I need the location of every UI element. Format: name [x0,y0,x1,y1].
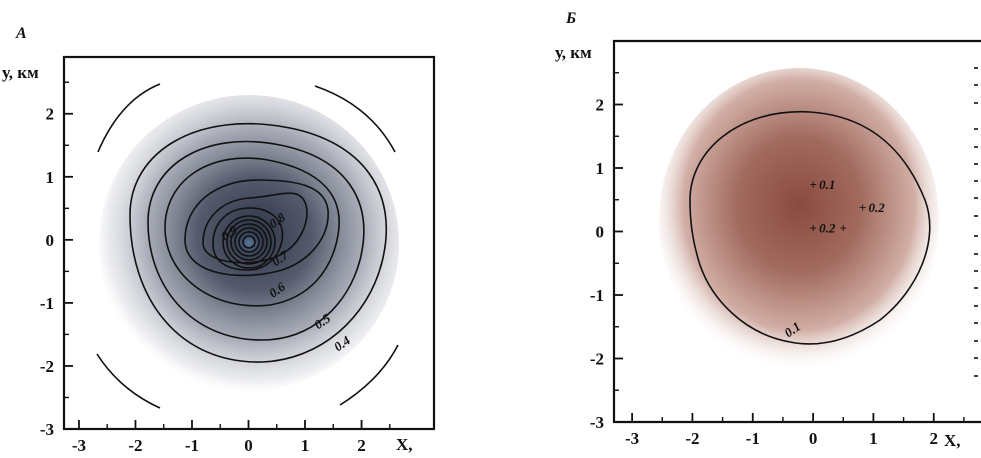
panel-b-x-tick-label: -3 [625,429,639,448]
panel-b-point-markers: +0.1+ 0.2+ 0.2 + [809,177,885,235]
panel-a-y-tick-label: -3 [40,420,54,439]
panel-a-x-tick-label: -2 [128,436,142,455]
panel-b-y-tick-label: 1 [596,159,605,178]
panel-a-contour-core-2 [226,219,272,265]
panel-a-y-axis-title: у, км [2,63,39,82]
panel-a-outer-arc-top-left [97,83,161,153]
panel-b-point-label: 0.1 [819,177,835,192]
panel-a-contour-core-3 [230,223,268,261]
panel-b-x-tick-label: 2 [929,429,938,448]
panel-b-x-tick-label: 0 [809,429,818,448]
panel-a-outer-arc-top-right [314,85,396,153]
panel-a-x-tick-label: 1 [301,436,310,455]
panel-a-contour-core-6 [242,235,256,249]
panel-a-contour-0-4 [129,122,387,363]
panel-a-contour-0-7 [184,179,329,277]
panel-b: Б у, км X, - [555,10,981,450]
panel-a-contour-0-5 [147,140,365,341]
panel-a-y-tick-label: -1 [40,294,54,313]
panel-a-outer-arc-bottom-right [339,344,399,406]
panel-a-contour-0-9 [212,207,284,271]
panel-a-x-axis-title: X, [396,435,413,454]
panel-b-contour-0-1 [689,111,931,345]
panel-b-point-marker: + [840,220,847,235]
panel-a-axes: -3 -2 -1 0 1 2 -3 -2 -1 0 1 2 [40,81,391,455]
panel-b-y-tick-label: -1 [590,286,604,305]
panel-b-y-tick-label: 2 [596,96,605,115]
panel-b-x-tick-label: 1 [869,429,878,448]
panel-a-y-tick-label: 1 [46,168,55,187]
panel-a-y-tick-label: 0 [46,231,55,250]
panel-b-point-marker: + [809,177,816,192]
panel-a-contour-core-4 [234,227,264,257]
panel-a-x-tick-label: -1 [185,436,199,455]
panel-b-right-edge-marks [974,67,978,377]
panel-b-x-axis-title: X, [944,431,961,450]
panel-a-outer-arc-bottom-left [96,353,161,409]
panel-b-x-tick-label: -2 [685,429,699,448]
panel-b-y-tick-label: 0 [596,223,605,242]
panel-b-axes: -3 -2 -1 0 1 2 -3 -2 -1 0 1 2 [590,72,965,448]
panel-a-y-tick-label: 2 [46,105,55,124]
panel-b-y-axis-title: у, км [555,43,592,62]
panel-b-y-tick-label: -3 [590,413,604,432]
panel-a-x-tick-label: -3 [72,436,86,455]
panel-a-contour-core-1 [222,215,276,269]
panel-b-x-tick-label: -1 [746,429,760,448]
panel-b-y-tick-label: -2 [590,350,604,369]
panel-b-point-label: 0.2 [819,220,836,235]
panel-b-letter: Б [565,10,576,27]
panel-b-point-marker: + [809,220,816,235]
panel-a-x-tick-label: 0 [244,436,253,455]
panel-a-contour-0-6 [164,157,340,307]
panel-a-contour-core-5 [238,231,260,253]
panel-a-letter: А [15,25,27,42]
panel-b-point-marker: + [859,200,866,215]
panel-b-density-field [659,68,939,372]
panel-b-point-label: 0.2 [869,200,886,215]
panel-a-y-tick-label: -2 [40,357,54,376]
panel-a-x-tick-label: 2 [357,436,366,455]
